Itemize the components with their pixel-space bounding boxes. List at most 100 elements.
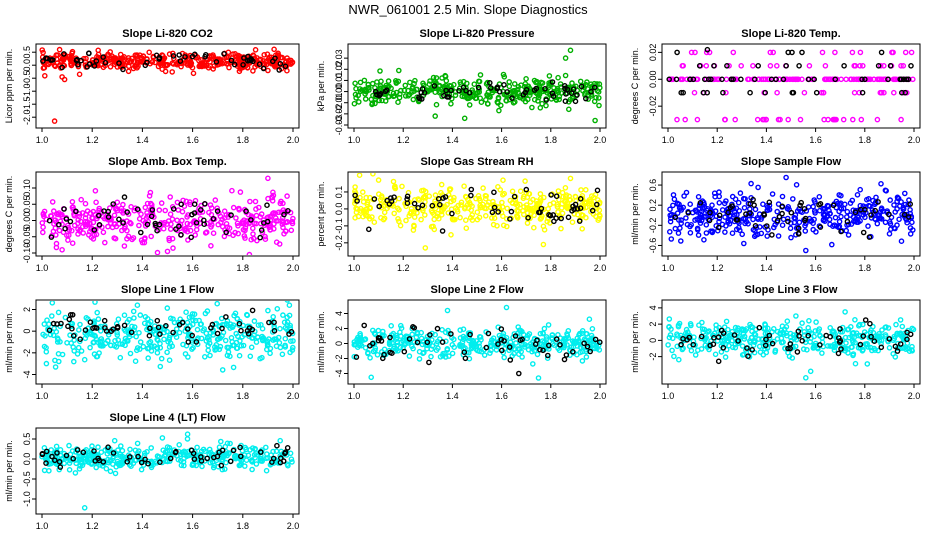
data-point: [388, 322, 395, 329]
data-point-black: [286, 331, 292, 337]
data-point-black: [93, 58, 99, 64]
data-point-black: [498, 326, 505, 332]
data-point: [108, 342, 114, 349]
data-point: [736, 333, 743, 339]
data-point: [688, 221, 695, 228]
data-point: [738, 327, 745, 333]
data-point-black: [673, 76, 680, 83]
data-point: [890, 49, 896, 56]
data-point: [230, 322, 237, 329]
data-point-black: [878, 344, 885, 351]
data-point-black: [54, 321, 60, 327]
data-point: [793, 313, 799, 319]
data-point: [748, 323, 754, 330]
data-point: [726, 63, 732, 69]
data-point: [409, 331, 416, 338]
data-point-black: [120, 220, 126, 226]
data-point-black: [512, 333, 519, 339]
data-point-black: [369, 340, 376, 347]
data-point: [719, 207, 726, 213]
data-point: [593, 342, 600, 349]
data-point: [563, 336, 569, 343]
data-point: [132, 358, 139, 365]
data-point: [238, 342, 245, 349]
data-point-black: [190, 450, 197, 457]
data-point: [829, 241, 835, 248]
data-point: [796, 219, 803, 226]
y-tick-label: -4: [334, 369, 344, 377]
data-point: [421, 349, 427, 356]
data-point: [741, 240, 747, 247]
data-point: [164, 248, 171, 255]
data-point: [564, 205, 571, 212]
data-point: [117, 354, 124, 361]
data-point: [535, 375, 542, 381]
data-point: [497, 186, 504, 193]
data-point: [703, 63, 710, 69]
y-tick-label: -1.5: [22, 96, 32, 112]
data-point: [83, 55, 89, 62]
data-point: [162, 68, 169, 75]
data-point: [69, 448, 76, 454]
data-point: [365, 349, 371, 356]
data-point: [119, 460, 126, 467]
data-point: [77, 321, 83, 328]
data-point: [365, 81, 372, 88]
data-point: [461, 205, 468, 212]
data-point: [64, 339, 70, 346]
data-point: [792, 343, 799, 350]
data-point: [41, 208, 48, 215]
data-point: [803, 374, 809, 381]
data-point: [182, 449, 189, 456]
data-point-black: [213, 59, 220, 65]
data-point-black: [588, 88, 594, 95]
data-point: [433, 101, 440, 108]
data-point-black: [862, 76, 868, 83]
data-point-black: [237, 453, 244, 460]
data-point: [428, 353, 434, 360]
data-point-black: [415, 204, 421, 211]
data-point: [263, 61, 270, 68]
x-tick-label: 1.6: [495, 391, 508, 401]
data-point: [258, 211, 265, 217]
data-point: [114, 332, 121, 338]
data-point: [785, 116, 792, 123]
data-point: [511, 81, 518, 87]
data-point: [95, 47, 101, 54]
data-point: [264, 455, 271, 461]
data-point: [396, 218, 402, 225]
data-point: [780, 339, 786, 345]
data-point: [757, 224, 763, 230]
data-point-black: [86, 61, 93, 67]
data-point-black: [491, 189, 497, 196]
data-point: [480, 185, 486, 191]
data-point: [878, 89, 885, 96]
data-point: [184, 220, 191, 227]
data-point: [117, 341, 123, 347]
y-tick-label: -0.03: [334, 115, 344, 136]
data-point: [844, 214, 850, 220]
data-point-black: [184, 326, 191, 332]
data-point-black: [365, 226, 372, 233]
data-point: [71, 358, 77, 365]
data-point-black: [201, 200, 208, 207]
data-point: [253, 339, 260, 345]
data-point: [75, 231, 81, 237]
data-point: [874, 76, 881, 83]
y-tick-label: 0.02: [334, 61, 344, 79]
y-tick-label: 4: [334, 311, 344, 316]
data-point-black: [562, 85, 568, 92]
data-point-black: [210, 454, 217, 461]
data-point: [804, 346, 810, 353]
data-point-black: [858, 206, 864, 213]
data-point: [275, 209, 282, 216]
data-point: [154, 345, 161, 352]
data-point: [127, 446, 133, 453]
data-point: [210, 66, 216, 72]
data-point: [844, 208, 851, 215]
data-point: [250, 68, 256, 74]
data-point: [525, 96, 531, 103]
data-point: [708, 228, 714, 234]
data-point: [147, 200, 154, 207]
